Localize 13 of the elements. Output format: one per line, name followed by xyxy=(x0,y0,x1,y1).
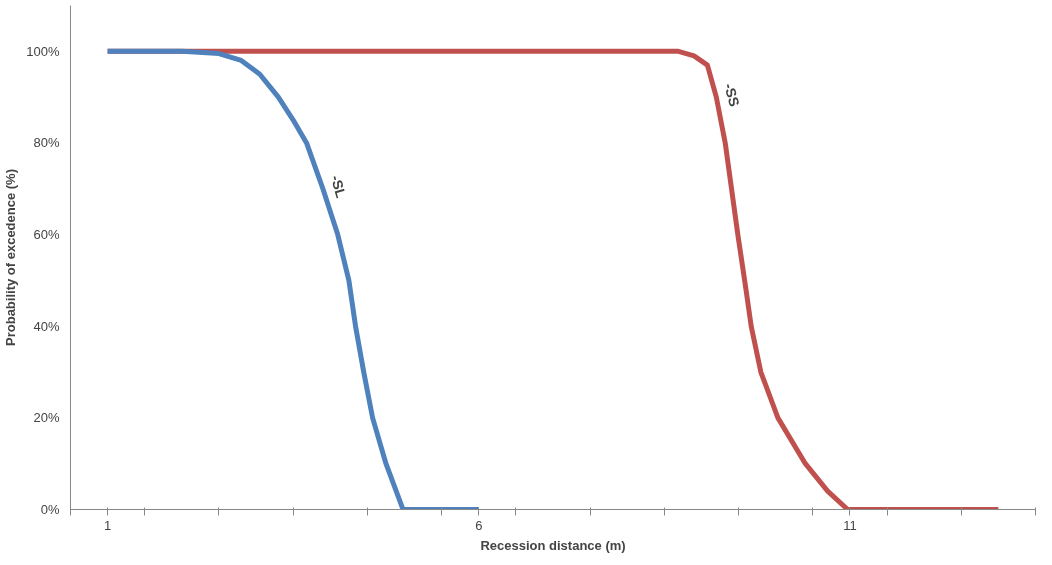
x-tick-label: 6 xyxy=(475,517,483,533)
x-tick-label: 11 xyxy=(843,517,857,533)
x-axis-title: Recession distance (m) xyxy=(480,537,626,553)
y-tick-label: 20% xyxy=(33,410,60,426)
y-tick-label: 100% xyxy=(26,43,60,59)
y-tick-label: 60% xyxy=(33,227,60,243)
annotation: -SS xyxy=(721,81,743,109)
y-tick-label: 0% xyxy=(40,502,60,517)
annotation: -SL xyxy=(327,173,350,201)
y-axis-title: Probability of excedence (%) xyxy=(3,169,19,346)
x-tick-label: 1 xyxy=(104,517,112,533)
y-tick-label: 80% xyxy=(33,135,60,151)
y-tick-label: 40% xyxy=(33,318,60,334)
